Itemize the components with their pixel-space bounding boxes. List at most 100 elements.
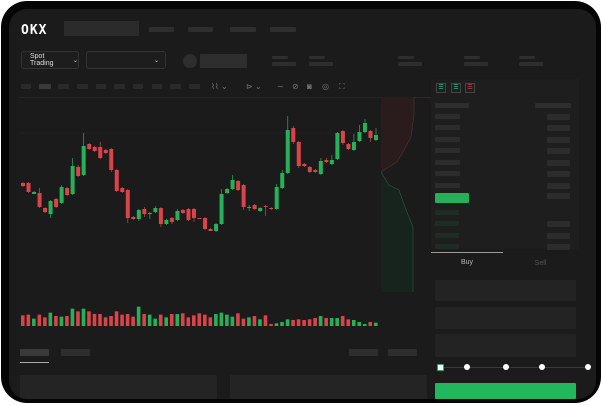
ask-price <box>435 137 460 142</box>
volume-bar <box>114 311 119 326</box>
candle-body <box>103 150 108 153</box>
timeframe-option[interactable] <box>39 84 51 89</box>
tab-buy[interactable]: Buy <box>460 259 474 266</box>
search-bar[interactable] <box>64 21 139 36</box>
nav-item[interactable] <box>230 27 256 32</box>
tab-order-history[interactable] <box>61 349 90 356</box>
timeframe-option[interactable] <box>170 84 181 89</box>
buy-button[interactable] <box>435 383 576 399</box>
candle-body <box>203 218 208 229</box>
timeframe-option[interactable] <box>114 84 125 89</box>
nav-item[interactable] <box>270 27 296 32</box>
ask-price <box>435 171 460 176</box>
candle-body <box>269 208 274 209</box>
nav-item[interactable] <box>149 27 174 32</box>
slider-mark-25[interactable] <box>464 364 470 370</box>
timeframe-option[interactable] <box>133 84 143 89</box>
volume-bar <box>147 314 152 326</box>
chevron-down-icon: ⌄ <box>153 57 159 64</box>
slider-mark-100[interactable] <box>585 364 591 370</box>
slider-mark-50[interactable] <box>503 364 509 370</box>
tab-open-orders[interactable] <box>20 349 49 356</box>
line-tool-icon[interactable]: ∼ <box>277 82 284 91</box>
buy-tab-underline <box>431 252 503 253</box>
total-input[interactable] <box>435 334 576 357</box>
filter-button[interactable] <box>388 349 417 356</box>
bid-size <box>547 244 570 250</box>
price-input[interactable] <box>435 280 576 301</box>
orderbook-both-icon[interactable]: ☰ <box>436 83 446 93</box>
mid-price <box>435 193 469 203</box>
filter-button[interactable] <box>349 349 378 356</box>
volume-bar <box>109 316 113 326</box>
volume-bar <box>219 312 224 326</box>
ask-size <box>547 125 570 131</box>
fullscreen-icon[interactable]: ⛶ <box>339 82 345 91</box>
volume-bars <box>21 306 378 326</box>
amount-slider-track[interactable] <box>441 367 589 368</box>
settings-icon[interactable]: ◎ <box>322 82 329 91</box>
pair-price <box>200 54 247 68</box>
candle-body <box>136 210 141 219</box>
pair-select[interactable]: ⌄ <box>86 51 166 69</box>
stat-value <box>398 62 422 66</box>
timeframe-option[interactable] <box>189 84 200 89</box>
nav-item[interactable] <box>188 27 213 32</box>
candle-body <box>164 220 169 224</box>
indicator-icon[interactable]: ⊳ ⌄ <box>246 82 262 91</box>
candle-body <box>241 185 246 207</box>
candle-body <box>114 170 119 191</box>
volume-bar <box>230 316 235 326</box>
ask-size <box>547 183 570 189</box>
candle-body <box>247 207 252 208</box>
tab-underline <box>20 362 49 363</box>
volume-bar <box>258 319 262 326</box>
volume-bar <box>291 320 295 326</box>
candle-body <box>214 224 219 231</box>
stat-label <box>309 56 325 59</box>
stat-label <box>272 56 288 59</box>
camera-icon[interactable]: ◙ <box>307 82 312 91</box>
timeframe-option[interactable] <box>21 84 31 89</box>
volume-bar <box>208 317 213 326</box>
okx-logo[interactable]: OKX <box>21 23 48 38</box>
volume-bar <box>252 316 257 326</box>
volume-bar <box>131 316 135 326</box>
stat-label <box>519 56 535 59</box>
candle-body <box>318 161 323 174</box>
ask-price <box>435 183 460 188</box>
volume-bar <box>302 320 306 326</box>
candle-body <box>26 183 31 192</box>
orderbook-asks-icon[interactable]: ☰ <box>465 83 475 93</box>
depth-chart <box>381 97 431 292</box>
candle-body <box>362 123 367 132</box>
ruler-icon[interactable]: ⊘ <box>292 82 299 91</box>
candle-body <box>340 131 345 143</box>
volume-bar <box>59 316 64 326</box>
candle-body <box>21 183 25 186</box>
ask-price <box>435 160 460 165</box>
candle-body <box>219 194 224 224</box>
timeframe-option[interactable] <box>152 84 162 89</box>
timeframe-option[interactable] <box>58 84 69 89</box>
orderbook-bids-icon[interactable]: ☰ <box>451 83 461 93</box>
stat-value <box>519 62 543 66</box>
timeframe-option[interactable] <box>77 84 88 89</box>
candle-body <box>236 181 241 190</box>
candlestick-chart[interactable] <box>9 9 429 339</box>
market-type-select[interactable]: Spot Trading ⌄ <box>21 51 79 69</box>
candle-body <box>307 167 312 172</box>
volume-bar <box>153 318 157 326</box>
amount-slider-handle[interactable] <box>437 364 444 371</box>
volume-bar <box>263 315 268 326</box>
candle-type-icon[interactable]: ⌇⌇ ⌄ <box>211 82 228 91</box>
tab-sell[interactable]: Sell <box>534 260 547 267</box>
amount-input[interactable] <box>435 307 576 329</box>
candle-body <box>142 209 147 214</box>
timeframe-option[interactable] <box>96 84 106 89</box>
bid-size <box>547 193 570 199</box>
volume-bar <box>313 318 317 326</box>
volume-bar <box>280 322 284 326</box>
stat-label <box>464 56 480 59</box>
slider-mark-75[interactable] <box>539 364 545 370</box>
